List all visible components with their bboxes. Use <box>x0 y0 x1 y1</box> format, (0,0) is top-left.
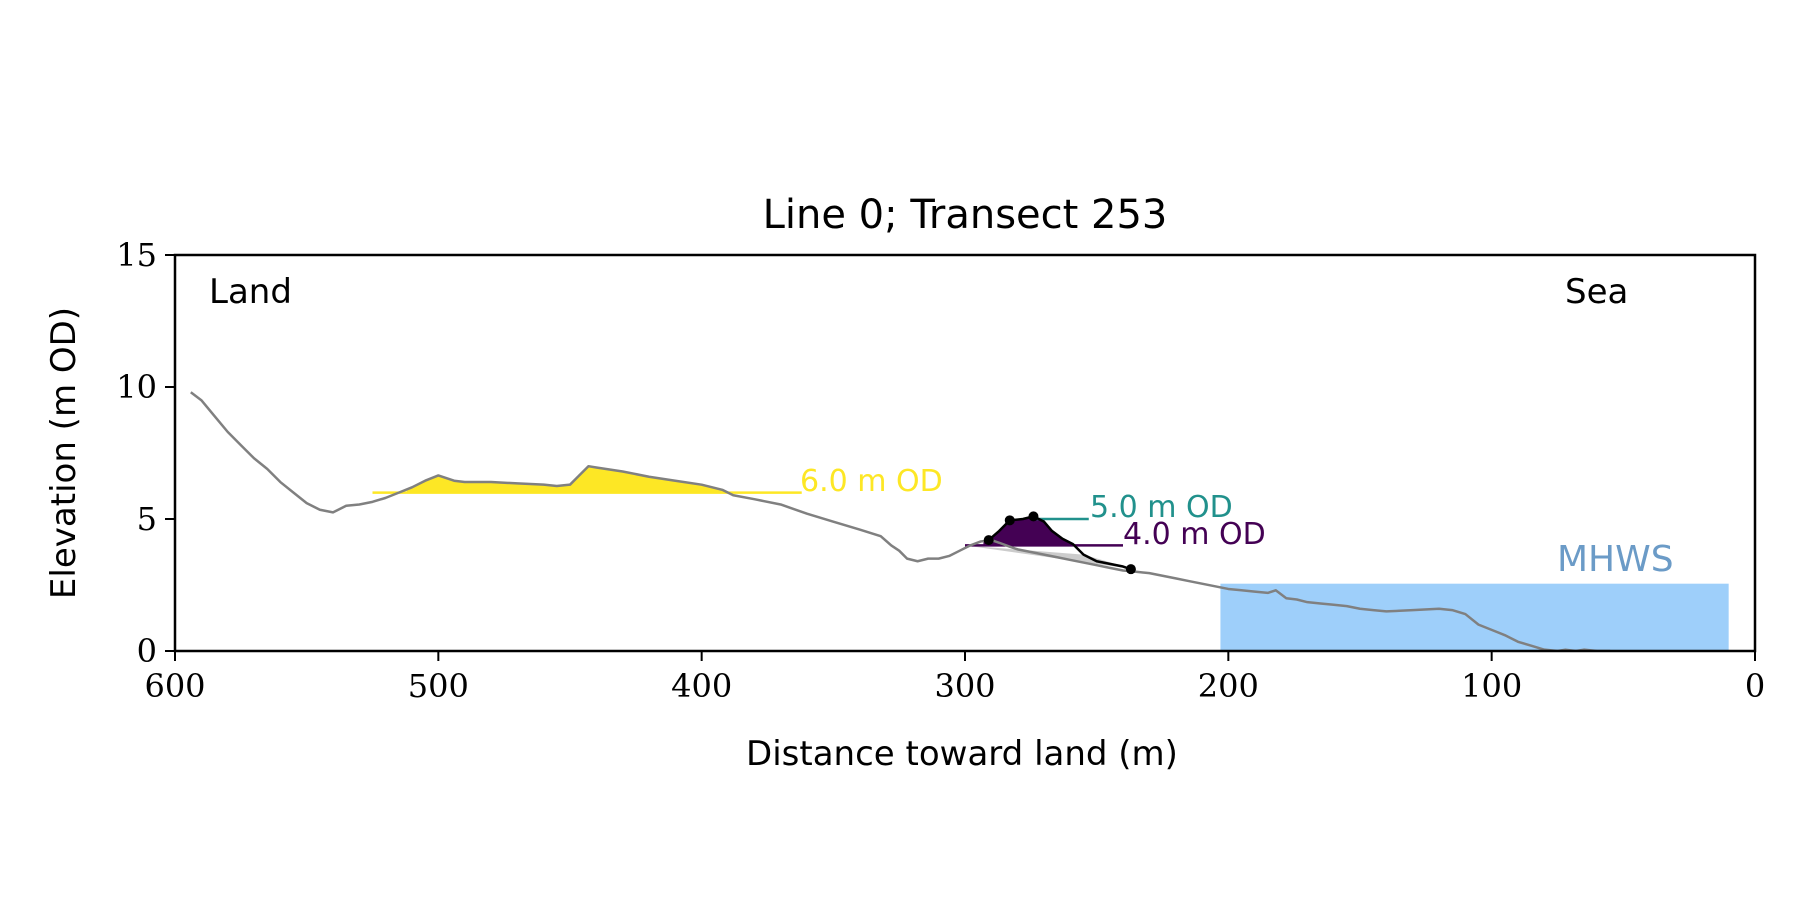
plot-area <box>190 391 1729 651</box>
x-tick-label: 0 <box>1745 667 1765 705</box>
y-tick-label: 15 <box>116 236 157 274</box>
annotation-sea: Sea <box>1565 272 1628 312</box>
x-axis-label: Distance toward land (m) <box>746 734 1178 774</box>
annotation-land: Land <box>209 272 292 312</box>
y-tick-label: 0 <box>137 632 157 670</box>
x-tick-label: 200 <box>1198 667 1259 705</box>
y-axis-label: Elevation (m OD) <box>44 307 84 599</box>
x-tick-label: 300 <box>934 667 995 705</box>
annotation-level-5: 5.0 m OD <box>1090 490 1233 525</box>
annotation-level-4: 4.0 m OD <box>1123 517 1266 552</box>
annotation-mhws: MHWS <box>1557 539 1674 580</box>
chart-title: Line 0; Transect 253 <box>763 192 1168 238</box>
y-tick-label: 10 <box>116 368 157 406</box>
dune-point <box>1125 564 1136 575</box>
x-tick-label: 400 <box>671 667 732 705</box>
annotation-level-6: 6.0 m OD <box>800 464 943 499</box>
dune-point <box>1004 515 1015 526</box>
dune-point <box>1028 511 1039 522</box>
x-tick-label: 600 <box>144 667 205 705</box>
x-tick-label: 100 <box>1461 667 1522 705</box>
shadow-wedge <box>965 545 1134 570</box>
dune-point <box>983 535 994 546</box>
profile-line <box>190 391 1611 651</box>
fill-region-level6 <box>406 466 760 493</box>
y-tick-label: 5 <box>137 500 157 538</box>
mhws-fill <box>1220 583 1729 651</box>
axis-ticks: 600 500 400 300 200 100 0 0 5 10 15 <box>116 236 1765 705</box>
x-tick-label: 500 <box>408 667 469 705</box>
